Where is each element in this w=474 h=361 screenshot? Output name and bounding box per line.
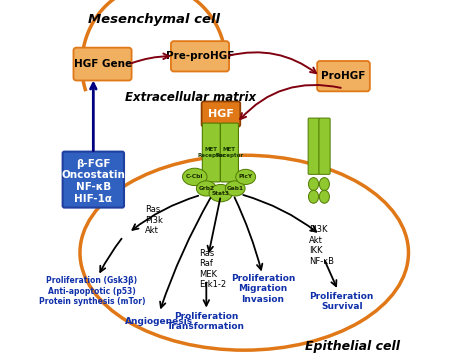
Text: MET
Receptor: MET Receptor bbox=[197, 147, 226, 158]
Text: Stat3: Stat3 bbox=[212, 191, 230, 196]
FancyBboxPatch shape bbox=[308, 118, 319, 174]
Text: Gab1: Gab1 bbox=[227, 186, 244, 191]
Text: NF-κB: NF-κB bbox=[76, 182, 111, 192]
Text: Grb2: Grb2 bbox=[198, 186, 214, 191]
Ellipse shape bbox=[236, 169, 255, 184]
FancyBboxPatch shape bbox=[319, 118, 330, 174]
Text: Mesenchymal cell: Mesenchymal cell bbox=[88, 13, 220, 26]
Ellipse shape bbox=[309, 178, 319, 191]
Ellipse shape bbox=[319, 178, 329, 191]
FancyBboxPatch shape bbox=[202, 123, 220, 182]
Ellipse shape bbox=[182, 168, 207, 186]
FancyBboxPatch shape bbox=[317, 61, 370, 91]
Text: MET
Receptor: MET Receptor bbox=[215, 147, 244, 158]
Text: HGF: HGF bbox=[208, 109, 234, 119]
FancyBboxPatch shape bbox=[73, 48, 132, 81]
Text: Proliferation
Transformation: Proliferation Transformation bbox=[167, 312, 246, 331]
Text: Ras
Raf
MEK
Erk1-2: Ras Raf MEK Erk1-2 bbox=[199, 249, 226, 289]
FancyBboxPatch shape bbox=[63, 152, 124, 208]
Text: Proliferation
Survival: Proliferation Survival bbox=[310, 292, 374, 311]
Text: PI3K
Akt
IKK
NF-κB: PI3K Akt IKK NF-κB bbox=[309, 225, 334, 266]
Text: ProHGF: ProHGF bbox=[321, 71, 365, 81]
Text: β-FGF: β-FGF bbox=[76, 158, 110, 169]
Text: HGF Gene: HGF Gene bbox=[73, 59, 132, 69]
Text: PlcY: PlcY bbox=[238, 174, 253, 179]
Text: Proliferation
Migration
Invasion: Proliferation Migration Invasion bbox=[231, 274, 295, 304]
Ellipse shape bbox=[225, 181, 245, 196]
Text: Epithelial cell: Epithelial cell bbox=[305, 340, 400, 353]
Ellipse shape bbox=[309, 190, 319, 203]
Text: Oncostatin: Oncostatin bbox=[62, 170, 125, 180]
Ellipse shape bbox=[196, 181, 216, 196]
FancyBboxPatch shape bbox=[201, 101, 240, 127]
Text: Ras
PI3k
Akt: Ras PI3k Akt bbox=[145, 205, 163, 235]
Text: C-Cbl: C-Cbl bbox=[186, 174, 203, 179]
Text: Extracellular matrix: Extracellular matrix bbox=[125, 91, 255, 104]
Ellipse shape bbox=[319, 190, 329, 203]
FancyBboxPatch shape bbox=[220, 123, 238, 182]
Text: Pre-proHGF: Pre-proHGF bbox=[166, 51, 234, 61]
Text: HIF-1α: HIF-1α bbox=[74, 194, 112, 204]
Text: Proliferation (Gsk3β)
Anti-apoptotic (p53)
Protein synthesis (mTor): Proliferation (Gsk3β) Anti-apoptotic (p5… bbox=[38, 277, 145, 306]
Text: Angiogenesis: Angiogenesis bbox=[125, 317, 193, 326]
Ellipse shape bbox=[209, 184, 232, 202]
FancyBboxPatch shape bbox=[171, 41, 229, 71]
